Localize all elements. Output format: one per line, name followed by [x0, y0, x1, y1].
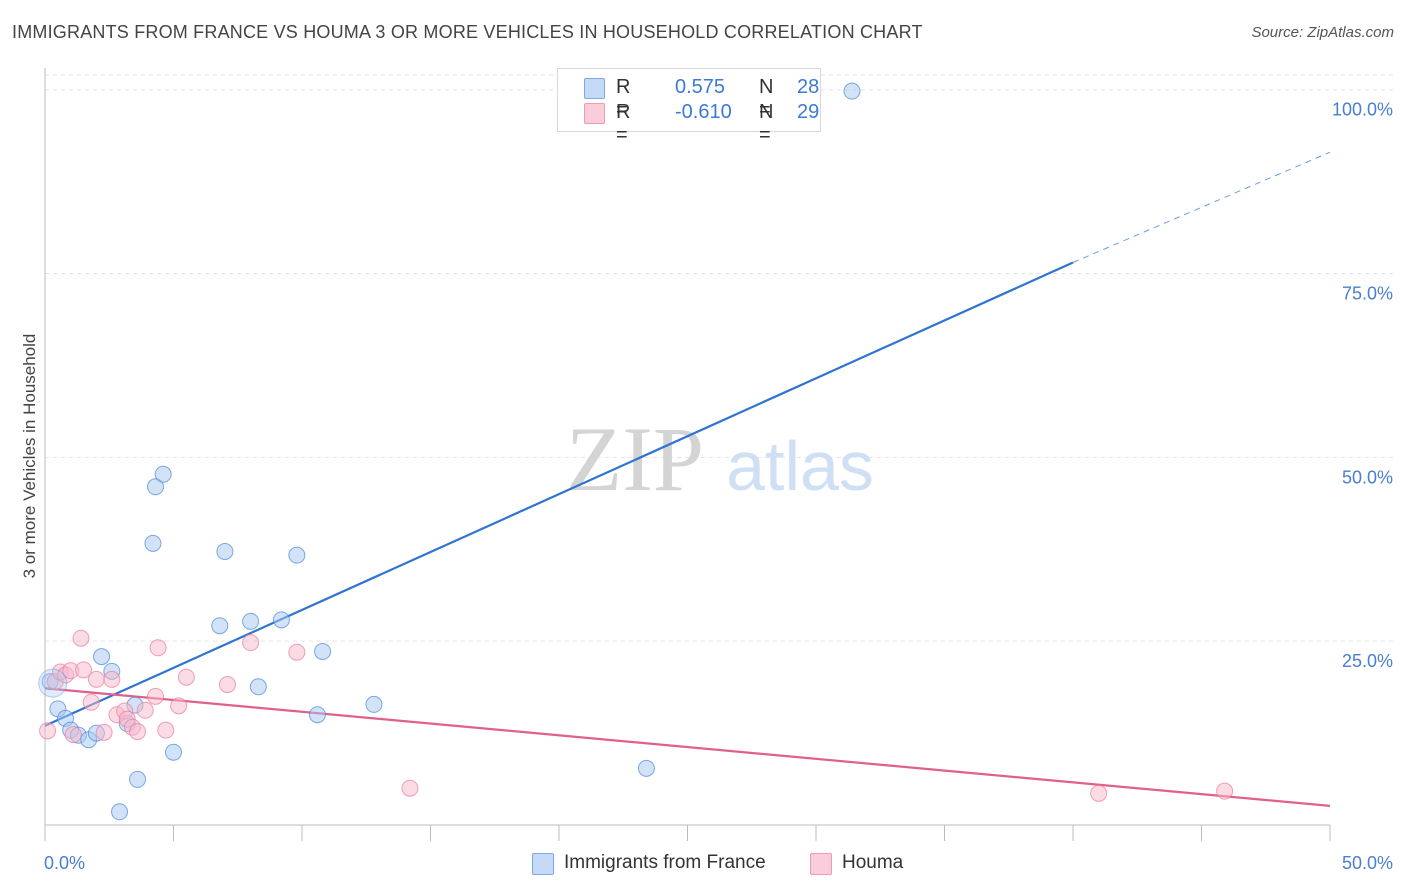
point-france [165, 743, 182, 761]
point-france [637, 759, 655, 777]
point-france [93, 648, 111, 666]
grid-lines [45, 74, 1395, 642]
r-label: R = [616, 76, 631, 121]
chart-title: IMMIGRANTS FROM FRANCE VS HOUMA 3 OR MOR… [12, 22, 923, 42]
point-france-cluster [38, 668, 68, 698]
point-france [308, 706, 326, 724]
watermark: ZIP atlas [566, 408, 874, 510]
trend-line-houma [44, 687, 1331, 807]
y-tick-label: 25.0% [1342, 651, 1393, 671]
point-france [288, 546, 306, 564]
point-houma [39, 722, 57, 740]
source-label: Source: ZipAtlas.com [1251, 24, 1394, 41]
n-label: N = [759, 76, 774, 121]
y-tick-label: 100.0% [1332, 100, 1393, 120]
point-houma [170, 697, 188, 715]
point-houma [103, 670, 121, 688]
point-houma [147, 687, 165, 705]
legend-label-france: Immigrants from France [564, 852, 766, 873]
point-houma [218, 676, 236, 694]
r-label: R = [616, 101, 631, 146]
legend-label-houma: Houma [842, 852, 904, 873]
france-swatch [584, 78, 605, 99]
trend-line-france [44, 261, 1074, 727]
point-houma [82, 693, 100, 711]
tick-labels: 25.0% 50.0% 75.0% 100.0% 0.0% 50.0% [44, 100, 1393, 873]
y-tick-label: 75.0% [1342, 284, 1393, 304]
n-label: N = [759, 101, 774, 146]
y-tick-label: 50.0% [1342, 467, 1393, 487]
point-france [843, 82, 861, 100]
point-houma [242, 634, 260, 652]
watermark-atlas: atlas [726, 427, 874, 505]
point-houma [129, 723, 147, 741]
point-france [242, 612, 260, 630]
houma-legend-swatch [810, 853, 832, 875]
n-value: 28 [797, 76, 820, 98]
x-tick-label-max: 50.0% [1342, 853, 1393, 873]
point-houma [157, 721, 175, 739]
point-houma [72, 629, 90, 647]
point-france [365, 695, 383, 713]
point-houma [64, 726, 82, 744]
x-tick-label-min: 0.0% [44, 853, 85, 873]
point-france [249, 678, 267, 696]
n-value: 29 [797, 101, 820, 123]
r-value: -0.610 [675, 101, 732, 123]
france-legend-swatch [532, 853, 554, 875]
point-france [129, 770, 147, 788]
r-value: 0.575 [675, 76, 726, 98]
point-france [314, 642, 332, 660]
point-france [216, 542, 234, 560]
axes [44, 68, 1331, 841]
point-france [147, 478, 165, 496]
trend-lines [44, 151, 1331, 807]
point-houma [87, 670, 105, 688]
point-houma [1090, 784, 1108, 802]
point-houma [75, 661, 93, 679]
point-houma [95, 723, 113, 741]
data-points [38, 82, 1234, 821]
houma-swatch [584, 103, 605, 124]
trend-line-france-extension [1072, 151, 1331, 263]
point-houma [136, 701, 154, 719]
point-france [111, 803, 129, 821]
point-france [154, 465, 172, 483]
point-france [272, 611, 290, 629]
point-houma [177, 668, 195, 686]
point-houma [1216, 782, 1234, 800]
point-france [144, 534, 162, 552]
point-france [211, 617, 229, 635]
point-houma [288, 643, 306, 661]
point-houma [149, 639, 167, 657]
point-houma [401, 779, 419, 797]
stats-legend: R = 0.575 N = 28 R = -0.610 N = 29 [557, 68, 821, 146]
